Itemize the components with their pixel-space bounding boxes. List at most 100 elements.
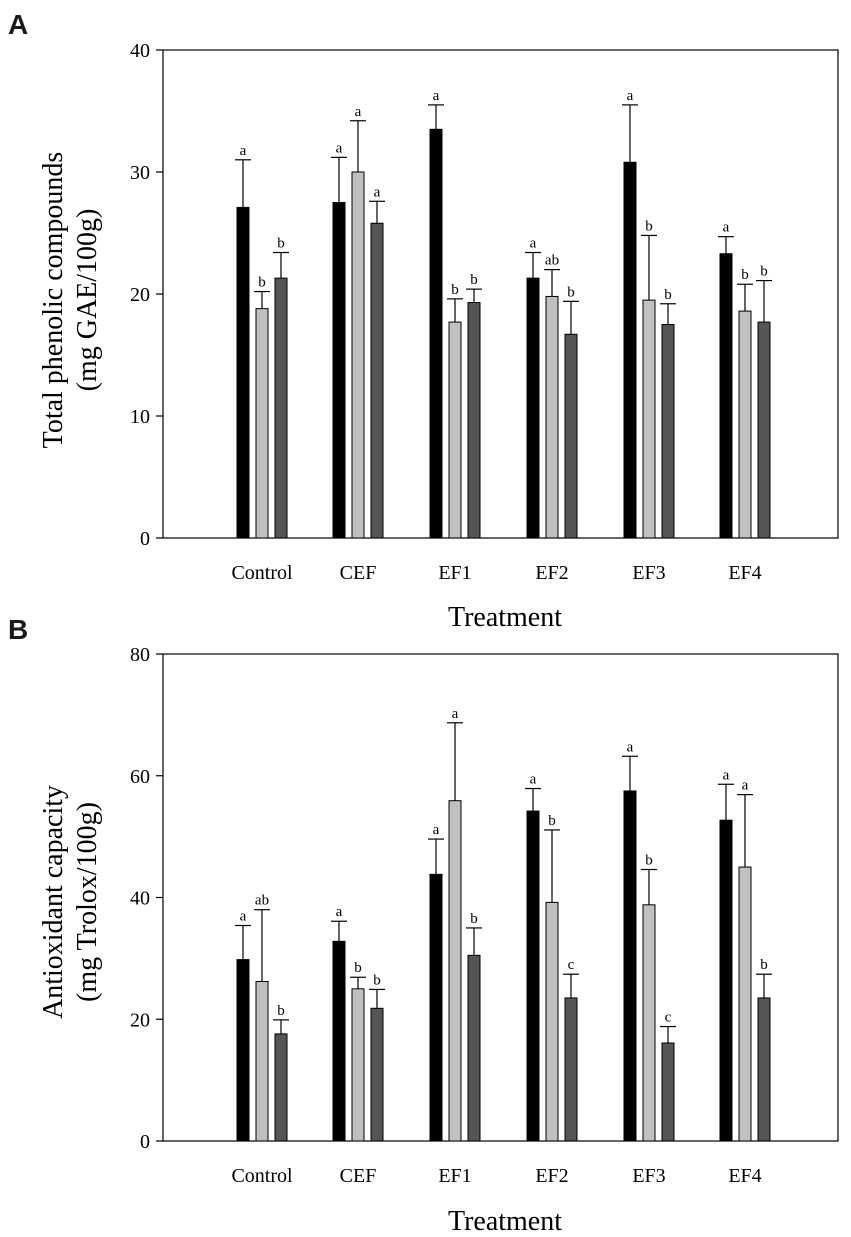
panel-b-sig-letter-series-1-ef2: a	[530, 772, 537, 788]
panel-a-sig-letter-series-3-control: b	[277, 236, 285, 252]
panel-a-sig-letter-series-2-ef1: b	[451, 282, 459, 298]
panel-b-sig-letter-series-3-ef2: c	[568, 957, 575, 973]
panel-a-sig-letter-series-3-ef2: b	[567, 284, 575, 300]
panel-a-bar-series-2-ef4	[738, 310, 752, 539]
panel-b-bar-series-3-ef3	[661, 1042, 675, 1142]
panel-a-sig-letter-series-2-cef: a	[355, 104, 362, 120]
panel-a-sig-letter-series-2-ef4: b	[741, 267, 749, 283]
panel-a-bar-series-1-ef3	[623, 161, 637, 539]
panel-b-ytick-label: 80	[130, 644, 150, 666]
panel-b-sig-letter-series-1-ef3: a	[627, 739, 634, 755]
panel-a-xtick-label-ef1: EF1	[438, 562, 471, 584]
panel-a-bar-series-3-cef	[370, 222, 384, 539]
panel-b-ytick-label: 40	[130, 888, 150, 910]
panel-a-bar-series-2-ef2	[545, 295, 559, 539]
panel-a-sig-letter-series-3-ef4: b	[760, 264, 768, 280]
panel-b-bar-series-2-control	[255, 981, 269, 1142]
panel-b-bar-series-2-cef	[351, 988, 365, 1142]
panel-b-sig-letter-series-1-ef1: a	[433, 822, 440, 838]
panel-a-sig-letter-series-1-cef: a	[336, 140, 343, 156]
panel-a-bar-series-3-ef1	[467, 302, 481, 539]
panel-b-ytick-label: 60	[130, 766, 150, 788]
panel-b-bar-series-2-ef1	[448, 800, 462, 1142]
panel-a-bar-series-3-control	[274, 277, 288, 539]
panel-a-sig-letter-series-3-cef: a	[374, 184, 381, 200]
panel-b-sig-letter-series-3-ef1: b	[470, 911, 478, 927]
panel-b-bar-series-3-ef1	[467, 954, 481, 1142]
panel-b-sig-letter-series-2-ef4: a	[742, 778, 749, 794]
panel-b-xtick-label-control: Control	[231, 1165, 293, 1187]
panel-a-sig-letter-series-3-ef3: b	[664, 287, 672, 303]
panel-a-bar-series-3-ef2	[564, 333, 578, 539]
panel-a-xlabel: Treatment	[448, 602, 562, 633]
panel-a-xtick-label-ef4: EF4	[728, 562, 761, 584]
panel-b-sig-letter-series-2-ef3: b	[645, 852, 653, 868]
panel-a-bar-series-1-cef	[332, 202, 346, 539]
panel-b-sig-letter-series-2-cef: b	[354, 960, 362, 976]
panel-a-xtick-label-cef: CEF	[340, 562, 377, 584]
panel-a-ylabel-line2: (mg GAE/100g)	[72, 209, 103, 392]
panel-b-sig-letter-series-3-ef3: c	[665, 1010, 672, 1026]
panel-b-sig-letter-series-3-control: b	[277, 1003, 285, 1019]
panel-b-sig-letter-series-2-ef1: a	[452, 706, 459, 722]
panel-b-xtick-label-ef4: EF4	[728, 1165, 761, 1187]
panel-a-sig-letter-series-2-ef3: b	[645, 218, 653, 234]
panel-a-bar-series-1-ef2	[526, 277, 540, 539]
panel-b-xtick-label-cef: CEF	[340, 1165, 377, 1187]
panel-a-ytick-label: 20	[130, 284, 150, 306]
panel-a-bar-series-1-ef1	[429, 128, 443, 539]
panel-b-bar-series-3-ef2	[564, 997, 578, 1142]
panel-a-bar-series-3-ef3	[661, 324, 675, 539]
panel-b-letter: B	[8, 614, 28, 645]
panel-a-ytick-label: 40	[130, 40, 150, 62]
panel-b-sig-letter-series-2-ef2: b	[548, 813, 556, 829]
panel-a-sig-letter-series-2-control: b	[258, 275, 266, 291]
panel-b-bar-series-3-control	[274, 1033, 288, 1142]
panel-a-sig-letter-series-1-ef3: a	[627, 88, 634, 104]
panel-b-sig-letter-series-1-control: a	[240, 909, 247, 925]
panel-b-sig-letter-series-1-cef: a	[336, 904, 343, 920]
panel-a-bar-series-2-ef3	[642, 299, 656, 539]
panel-a-bar-series-3-ef4	[757, 321, 771, 539]
panel-b-ylabel-line2: (mg Trolox/100g)	[72, 802, 103, 1002]
panel-a-bar-series-2-ef1	[448, 321, 462, 539]
panel-b-bar-series-1-ef4	[719, 819, 733, 1142]
panel-a-sig-letter-series-1-ef4: a	[723, 220, 730, 236]
panel-a-ytick-label: 0	[140, 528, 150, 550]
panel-b-sig-letter-series-1-ef4: a	[723, 767, 730, 783]
panel-b-bar-series-1-cef	[332, 940, 346, 1142]
panel-b-chart: B Antioxidant capacity (mg Trolox/100g) …	[8, 614, 839, 1237]
panel-a-sig-letter-series-1-ef1: a	[433, 88, 440, 104]
panel-a-bar-series-1-ef4	[719, 253, 733, 539]
panel-b-bar-series-3-cef	[370, 1007, 384, 1142]
panel-b-bar-series-1-ef2	[526, 810, 540, 1142]
panel-a-xtick-label-ef3: EF3	[632, 562, 665, 584]
panel-a-letter: A	[8, 9, 28, 40]
panel-a-xtick-label-ef2: EF2	[535, 562, 568, 584]
panel-b-xtick-label-ef3: EF3	[632, 1165, 665, 1187]
panel-b-ylabel-line1: Antioxidant capacity	[38, 785, 69, 1019]
panel-b-sig-letter-series-2-control: ab	[255, 893, 269, 909]
panel-a-sig-letter-series-3-ef1: b	[470, 272, 478, 288]
panel-b-sig-letter-series-3-cef: b	[373, 972, 381, 988]
panel-a-sig-letter-series-2-ef2: ab	[545, 253, 559, 269]
panel-a-ytick-label: 10	[130, 406, 150, 428]
panel-b-bar-series-1-ef3	[623, 790, 637, 1142]
panel-a-bar-series-1-control	[236, 206, 250, 539]
panel-b-bar-series-3-ef4	[757, 997, 771, 1142]
panel-a-sig-letter-series-1-control: a	[240, 143, 247, 159]
panel-a-sig-letter-series-1-ef2: a	[530, 236, 537, 252]
panel-a-bar-series-2-cef	[351, 171, 365, 539]
panel-b-sig-letter-series-3-ef4: b	[760, 957, 768, 973]
panel-b-bar-series-2-ef4	[738, 866, 752, 1142]
panel-b-bar-series-1-control	[236, 959, 250, 1142]
panel-a-xtick-label-control: Control	[231, 562, 293, 584]
panel-b-xtick-label-ef2: EF2	[535, 1165, 568, 1187]
panel-b-xlabel: Treatment	[448, 1206, 562, 1237]
panel-a-ytick-label: 30	[130, 162, 150, 184]
panel-a-bar-series-2-control	[255, 308, 269, 539]
panel-b-bar-series-2-ef2	[545, 901, 559, 1142]
panel-b-ytick-label: 20	[130, 1009, 150, 1031]
panel-b-xtick-label-ef1: EF1	[438, 1165, 471, 1187]
